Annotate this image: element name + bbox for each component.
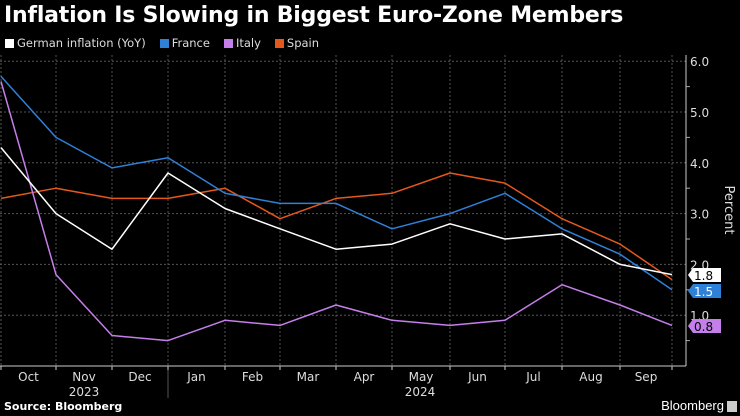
last-value-tag-bg xyxy=(688,268,721,282)
x-tick-label: Dec xyxy=(128,370,151,384)
legend-item-france: France xyxy=(159,36,210,50)
x-tick-label: Feb xyxy=(242,370,263,384)
series-line-german xyxy=(0,147,673,276)
x-tick-label: Aug xyxy=(579,370,602,384)
legend-label: Italy xyxy=(235,36,261,50)
last-value-tag: 1.8 xyxy=(688,268,721,283)
y-tick-label: 6.0 xyxy=(690,55,709,69)
legend-swatch xyxy=(159,38,169,48)
x-tick-label: Jan xyxy=(186,370,206,384)
y-axis-label: Percent xyxy=(721,186,736,235)
x-tick-label: Oct xyxy=(18,370,39,384)
legend-label: German inflation (YoY) xyxy=(17,36,146,50)
series-line-france xyxy=(0,75,673,291)
x-tick-label: Sep xyxy=(635,370,658,384)
year-label: 2024 xyxy=(405,385,436,399)
legend-swatch xyxy=(223,38,233,48)
last-value-label: 1.8 xyxy=(694,269,713,283)
legend-item-italy: Italy xyxy=(223,36,261,50)
legend-swatch xyxy=(5,38,14,48)
y-tick-label: 3.0 xyxy=(690,208,709,222)
x-tick-label: Jun xyxy=(467,370,487,384)
x-tick-label: Apr xyxy=(354,370,375,384)
legend-label: Spain xyxy=(286,36,320,50)
legend-label: France xyxy=(171,36,210,50)
last-value-tag-bg xyxy=(688,284,721,298)
x-tick-label: Mar xyxy=(297,370,320,384)
legend-swatch xyxy=(274,38,284,48)
chart-title: Inflation Is Slowing in Biggest Euro-Zon… xyxy=(4,3,624,28)
last-value-tag-bg xyxy=(688,319,721,333)
year-label: 2023 xyxy=(69,385,100,399)
legend-item-germany: German inflation (YoY) xyxy=(5,36,146,50)
brand-logo: Bloomberg xyxy=(661,398,724,413)
legend-item-spain: Spain xyxy=(274,36,320,50)
y-tick-label: 4.0 xyxy=(690,157,709,171)
bloomberg-icon xyxy=(727,401,737,412)
series-line-spain xyxy=(0,172,673,281)
last-value-tag: 0.8 xyxy=(688,319,721,334)
y-tick-label: 5.0 xyxy=(690,106,709,120)
source-note: Source: Bloomberg xyxy=(4,400,123,413)
last-value-label: 1.5 xyxy=(694,285,713,299)
x-tick-label: May xyxy=(409,370,434,384)
last-value-tag: 1.5 xyxy=(688,284,721,299)
x-tick-label: Nov xyxy=(72,370,95,384)
last-value-label: 0.8 xyxy=(694,320,713,334)
series-line-italy xyxy=(0,81,673,342)
x-tick-label: Jul xyxy=(525,370,540,384)
legend: German inflation (YoY) France Italy Spai… xyxy=(5,36,319,50)
